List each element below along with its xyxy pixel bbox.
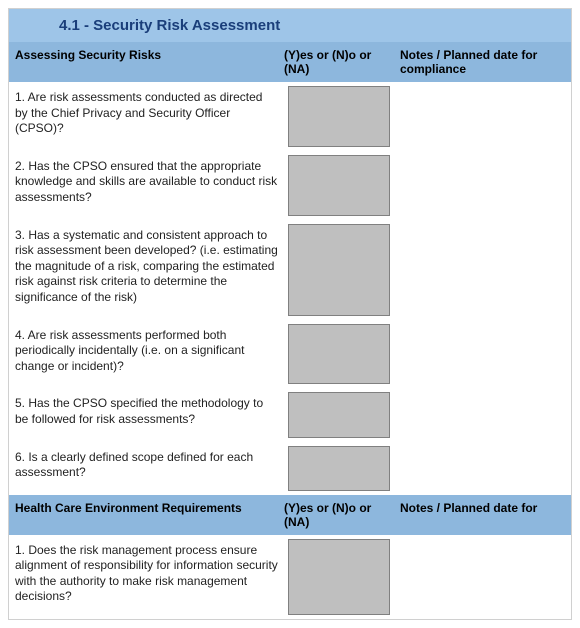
answer-input[interactable]	[288, 155, 390, 216]
notes-cell[interactable]	[394, 151, 571, 220]
section-header: Assessing Security Risks (Y)es or (N)o o…	[9, 42, 571, 82]
question-text: 5. Has the CPSO specified the methodolog…	[9, 388, 284, 441]
answer-input[interactable]	[288, 86, 390, 147]
table-row: 1. Does the risk management process ensu…	[9, 535, 571, 619]
answer-cell	[284, 320, 394, 389]
question-text: 1. Are risk assessments conducted as dir…	[9, 82, 284, 151]
section-header: Health Care Environment Requirements (Y)…	[9, 495, 571, 535]
answer-input[interactable]	[288, 539, 390, 615]
question-text: 6. Is a clearly defined scope defined fo…	[9, 442, 284, 495]
table-row: 3. Has a systematic and consistent appro…	[9, 220, 571, 320]
header-question-col: Assessing Security Risks	[9, 42, 284, 82]
answer-cell	[284, 82, 394, 151]
question-text: 4. Are risk assessments performed both p…	[9, 320, 284, 389]
table-row: 4. Are risk assessments performed both p…	[9, 320, 571, 389]
answer-cell	[284, 220, 394, 320]
table-row: 6. Is a clearly defined scope defined fo…	[9, 442, 571, 495]
section-rows: 1. Are risk assessments conducted as dir…	[9, 82, 571, 495]
question-text: 3. Has a systematic and consistent appro…	[9, 220, 284, 320]
answer-cell	[284, 442, 394, 495]
notes-cell[interactable]	[394, 82, 571, 151]
header-answer-col: (Y)es or (N)o or (NA)	[284, 495, 394, 535]
answer-cell	[284, 151, 394, 220]
answer-input[interactable]	[288, 224, 390, 316]
question-text: 2. Has the CPSO ensured that the appropr…	[9, 151, 284, 220]
table-row: 1. Are risk assessments conducted as dir…	[9, 82, 571, 151]
answer-cell	[284, 535, 394, 619]
header-question-col: Health Care Environment Requirements	[9, 495, 284, 535]
notes-cell[interactable]	[394, 320, 571, 389]
answer-input[interactable]	[288, 324, 390, 385]
notes-cell[interactable]	[394, 220, 571, 320]
notes-cell[interactable]	[394, 388, 571, 441]
notes-cell[interactable]	[394, 535, 571, 619]
table-row: 5. Has the CPSO specified the methodolog…	[9, 388, 571, 441]
answer-input[interactable]	[288, 392, 390, 437]
answer-cell	[284, 388, 394, 441]
table-row: 2. Has the CPSO ensured that the appropr…	[9, 151, 571, 220]
section-title: 4.1 - Security Risk Assessment	[9, 9, 571, 42]
header-notes-col: Notes / Planned date for	[394, 495, 571, 535]
notes-cell[interactable]	[394, 442, 571, 495]
section-rows: 1. Does the risk management process ensu…	[9, 535, 571, 619]
question-text: 1. Does the risk management process ensu…	[9, 535, 284, 619]
worksheet: 4.1 - Security Risk Assessment Assessing…	[8, 8, 572, 620]
section-title-text: 4.1 - Security Risk Assessment	[59, 17, 280, 34]
answer-input[interactable]	[288, 446, 390, 491]
header-answer-col: (Y)es or (N)o or (NA)	[284, 42, 394, 82]
header-notes-col: Notes / Planned date for compliance	[394, 42, 571, 82]
